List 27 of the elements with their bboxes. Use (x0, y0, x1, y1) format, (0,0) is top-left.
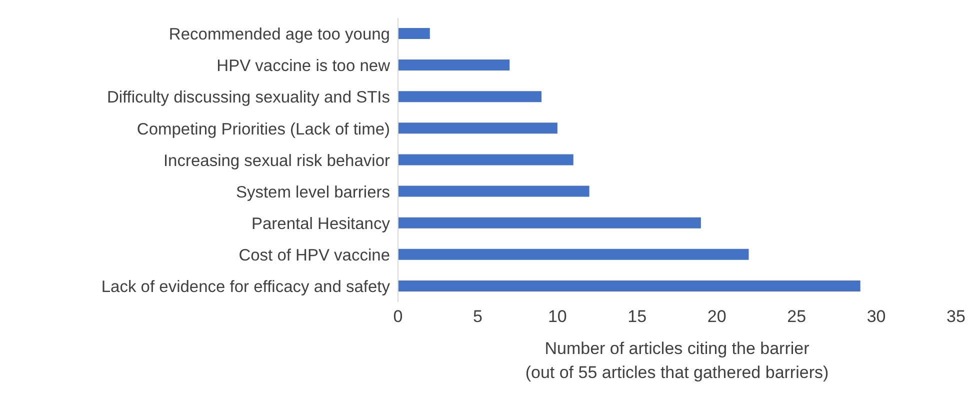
x-axis-title: Number of articles citing the barrier (out of 55 articles that gathered barriers) (525, 339, 829, 382)
y-tick-label: Competing Priorities (Lack of time) (136, 120, 390, 138)
y-tick-label: Lack of evidence for efficacy and safety (101, 278, 391, 296)
y-tick-label: System level barriers (236, 183, 390, 202)
bar (398, 248, 749, 260)
bar (398, 186, 590, 197)
x-tick-label: 10 (548, 307, 567, 326)
x-tick-label: 0 (393, 307, 403, 326)
bar (398, 60, 510, 71)
bar (398, 154, 574, 166)
bar (398, 280, 860, 292)
y-tick-label: Difficulty discussing sexuality and STIs (106, 88, 390, 107)
bar (398, 91, 542, 102)
bar (398, 28, 430, 39)
x-tick-label: 25 (787, 307, 806, 326)
x-tick-label: 5 (472, 307, 482, 326)
bar (398, 217, 701, 228)
y-tick-label: Increasing sexual risk behavior (163, 152, 391, 170)
x-tick-label: 15 (628, 307, 647, 326)
y-tick-label: Recommended age too young (168, 26, 390, 44)
bar (398, 122, 558, 134)
x-tick-label: 20 (707, 307, 726, 326)
y-tick-label: Cost of HPV vaccine (238, 246, 390, 265)
x-tick-label: 35 (946, 307, 966, 326)
x-tick-label: 30 (866, 307, 886, 326)
y-tick-label: Parental Hesitancy (252, 214, 391, 233)
y-tick-label: HPV vaccine is too new (216, 57, 390, 76)
